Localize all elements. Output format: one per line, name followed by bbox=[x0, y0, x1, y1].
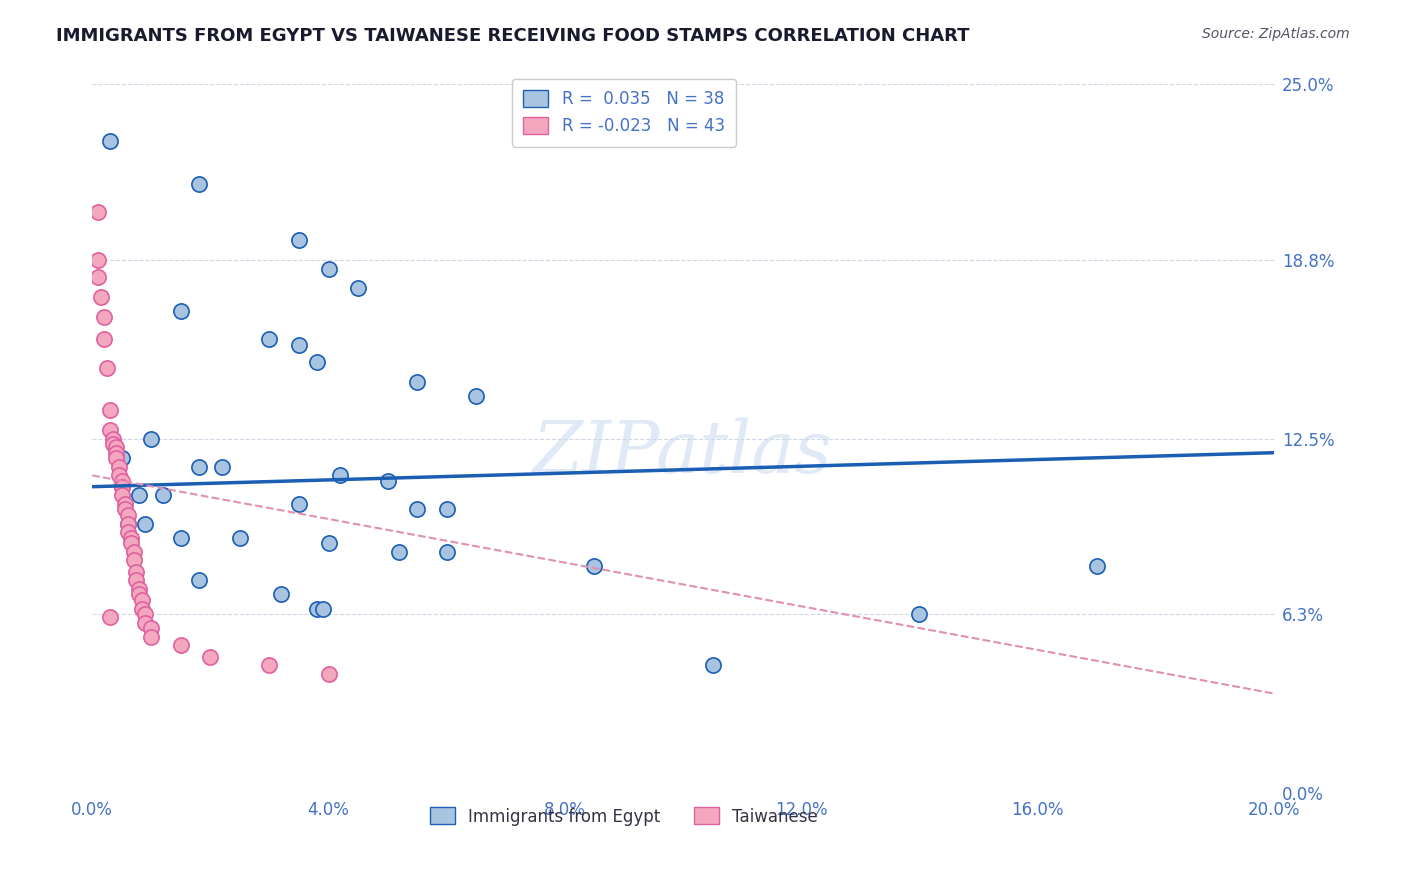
Immigrants from Egypt bbox=[406, 502, 429, 516]
Taiwanese bbox=[93, 332, 115, 346]
Immigrants from Egypt bbox=[305, 601, 328, 615]
Immigrants from Egypt bbox=[229, 531, 252, 545]
Taiwanese bbox=[107, 468, 129, 483]
Taiwanese bbox=[98, 403, 121, 417]
Taiwanese bbox=[93, 310, 115, 324]
Taiwanese bbox=[111, 474, 134, 488]
Taiwanese bbox=[117, 516, 139, 531]
Taiwanese bbox=[111, 488, 134, 502]
Immigrants from Egypt bbox=[117, 516, 139, 531]
Immigrants from Egypt bbox=[170, 304, 193, 318]
Taiwanese bbox=[125, 573, 148, 587]
Immigrants from Egypt bbox=[311, 601, 333, 615]
Immigrants from Egypt bbox=[128, 488, 150, 502]
Taiwanese bbox=[104, 451, 127, 466]
Immigrants from Egypt bbox=[187, 459, 209, 474]
Immigrants from Egypt bbox=[318, 536, 340, 550]
Immigrants from Egypt bbox=[908, 607, 931, 622]
Taiwanese bbox=[128, 582, 150, 596]
Immigrants from Egypt bbox=[406, 375, 429, 389]
Immigrants from Egypt bbox=[436, 502, 458, 516]
Taiwanese bbox=[131, 601, 153, 615]
Text: IMMIGRANTS FROM EGYPT VS TAIWANESE RECEIVING FOOD STAMPS CORRELATION CHART: IMMIGRANTS FROM EGYPT VS TAIWANESE RECEI… bbox=[56, 27, 970, 45]
Immigrants from Egypt bbox=[111, 451, 134, 466]
Taiwanese bbox=[114, 497, 136, 511]
Taiwanese bbox=[200, 649, 222, 664]
Immigrants from Egypt bbox=[388, 545, 411, 559]
Immigrants from Egypt bbox=[111, 480, 134, 494]
Taiwanese bbox=[318, 666, 340, 681]
Taiwanese bbox=[131, 593, 153, 607]
Taiwanese bbox=[117, 508, 139, 522]
Taiwanese bbox=[107, 459, 129, 474]
Taiwanese bbox=[122, 545, 145, 559]
Immigrants from Egypt bbox=[702, 658, 724, 673]
Taiwanese bbox=[98, 610, 121, 624]
Immigrants from Egypt bbox=[347, 281, 370, 295]
Immigrants from Egypt bbox=[134, 516, 156, 531]
Taiwanese bbox=[122, 553, 145, 567]
Taiwanese bbox=[120, 536, 142, 550]
Taiwanese bbox=[141, 630, 163, 644]
Taiwanese bbox=[120, 531, 142, 545]
Text: ZIPatlas: ZIPatlas bbox=[533, 417, 832, 488]
Taiwanese bbox=[87, 253, 110, 268]
Immigrants from Egypt bbox=[270, 587, 292, 601]
Immigrants from Egypt bbox=[465, 389, 488, 403]
Immigrants from Egypt bbox=[329, 468, 352, 483]
Immigrants from Egypt bbox=[288, 233, 311, 247]
Immigrants from Egypt bbox=[436, 545, 458, 559]
Legend: Immigrants from Egypt, Taiwanese: Immigrants from Egypt, Taiwanese bbox=[422, 799, 827, 834]
Immigrants from Egypt bbox=[187, 177, 209, 191]
Taiwanese bbox=[134, 615, 156, 630]
Taiwanese bbox=[104, 440, 127, 454]
Immigrants from Egypt bbox=[583, 559, 606, 574]
Taiwanese bbox=[111, 480, 134, 494]
Taiwanese bbox=[96, 360, 118, 375]
Text: Source: ZipAtlas.com: Source: ZipAtlas.com bbox=[1202, 27, 1350, 41]
Taiwanese bbox=[128, 587, 150, 601]
Taiwanese bbox=[87, 205, 110, 219]
Immigrants from Egypt bbox=[170, 531, 193, 545]
Immigrants from Egypt bbox=[152, 488, 174, 502]
Taiwanese bbox=[98, 423, 121, 437]
Taiwanese bbox=[170, 638, 193, 652]
Taiwanese bbox=[101, 437, 124, 451]
Taiwanese bbox=[90, 290, 112, 304]
Taiwanese bbox=[134, 607, 156, 622]
Taiwanese bbox=[101, 432, 124, 446]
Taiwanese bbox=[125, 565, 148, 579]
Immigrants from Egypt bbox=[288, 497, 311, 511]
Taiwanese bbox=[117, 524, 139, 539]
Taiwanese bbox=[87, 270, 110, 285]
Immigrants from Egypt bbox=[377, 474, 399, 488]
Immigrants from Egypt bbox=[1085, 559, 1108, 574]
Immigrants from Egypt bbox=[141, 432, 163, 446]
Immigrants from Egypt bbox=[318, 261, 340, 276]
Taiwanese bbox=[114, 502, 136, 516]
Immigrants from Egypt bbox=[98, 134, 121, 148]
Immigrants from Egypt bbox=[305, 355, 328, 369]
Immigrants from Egypt bbox=[187, 573, 209, 587]
Taiwanese bbox=[141, 621, 163, 635]
Immigrants from Egypt bbox=[288, 338, 311, 352]
Taiwanese bbox=[104, 446, 127, 460]
Immigrants from Egypt bbox=[211, 459, 233, 474]
Immigrants from Egypt bbox=[259, 332, 281, 346]
Taiwanese bbox=[259, 658, 281, 673]
